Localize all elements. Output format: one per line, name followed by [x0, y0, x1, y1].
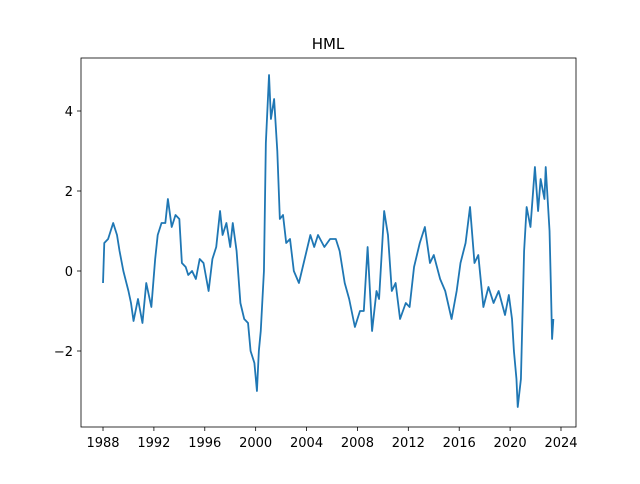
x-tick-label: 2004: [290, 436, 323, 451]
plot-frame: [80, 57, 577, 428]
y-tick-label: 2: [65, 185, 73, 200]
line-series: [102, 74, 555, 408]
x-tick-label: 1988: [86, 436, 119, 451]
x-tick-label: 2016: [443, 436, 476, 451]
x-tick-label: 2020: [494, 436, 527, 451]
y-tick-label: 4: [65, 105, 73, 120]
x-tick-label: 2012: [392, 436, 425, 451]
x-tick-label: 1996: [188, 436, 221, 451]
x-tick-label: 2024: [544, 436, 577, 451]
x-tick-label: 1992: [137, 436, 170, 451]
y-tick-label: −2: [54, 345, 73, 360]
x-tick-label: 2008: [341, 436, 374, 451]
chart-title: HML: [312, 35, 345, 53]
y-tick-label: 0: [65, 265, 73, 280]
x-tick-label: 2000: [239, 436, 272, 451]
